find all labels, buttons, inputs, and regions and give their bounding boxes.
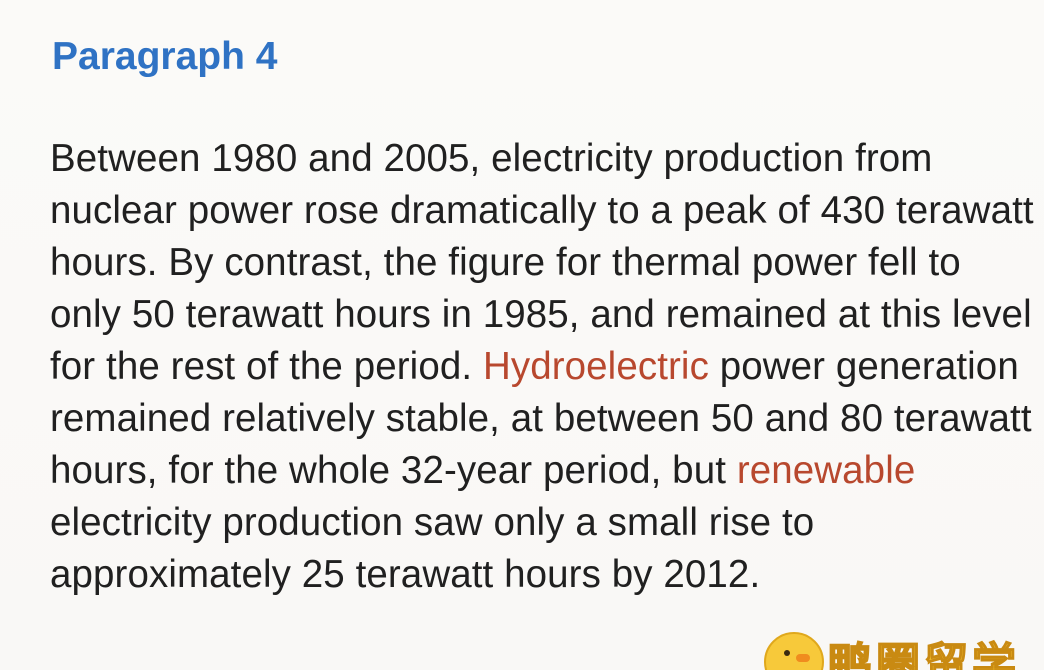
highlight-hydroelectric: Hydroelectric [482,345,709,388]
duck-eye-icon [784,650,790,656]
paragraph-heading: Paragraph 4 [52,35,278,78]
duck-beak-icon [796,654,810,662]
highlight-renewable: renewable [736,449,916,492]
paragraph-text-part-2: power generation remained relatively sta… [50,345,1032,492]
watermark-text: 鸭圈留学 [827,638,1020,670]
paragraph-text-part-1: Between 1980 and 2005, electricity produ… [50,137,1034,388]
paragraph-body: Between 1980 and 2005, electricity produ… [50,133,1035,601]
watermark: 鸭圈留学 [754,624,1044,670]
paragraph-text-part-3: electricity production saw only a small … [50,501,815,596]
duck-logo-icon [764,632,824,670]
